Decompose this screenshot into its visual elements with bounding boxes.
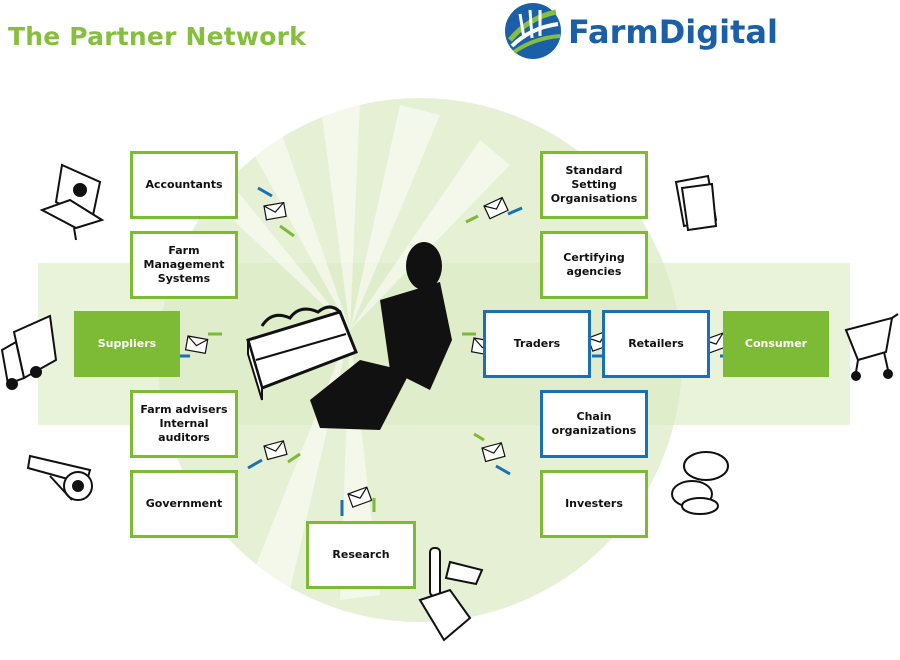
envelope-icon [483, 196, 509, 220]
envelope-icons [184, 196, 729, 508]
farmer-with-crate-icon [246, 242, 452, 430]
node-label: Chain organizations [551, 410, 637, 437]
node-chain-organizations: Chain organizations [540, 390, 648, 458]
logo-wordmark: FarmDigital [568, 13, 778, 51]
node-certifying-agencies: Certifying agencies [540, 231, 648, 299]
logo-part-farm: Farm [568, 13, 659, 51]
laptop-icon [39, 163, 105, 241]
envelope-icon [481, 442, 506, 463]
node-label: Farm Management Systems [143, 244, 225, 285]
node-farm-management-systems: Farm Management Systems [130, 231, 238, 299]
truck-icon [0, 314, 58, 390]
node-label: Certifying agencies [563, 251, 625, 278]
node-label: Consumer [744, 337, 808, 351]
node-label: Research [332, 548, 390, 562]
test-tube-hand-icon [418, 547, 484, 642]
cannon-icon [26, 454, 93, 501]
node-label: Retailers [628, 337, 684, 351]
node-accountants: Accountants [130, 151, 238, 219]
logo-part-digital: Digital [658, 13, 778, 51]
node-investers: Investers [540, 470, 648, 538]
node-label: Traders [513, 337, 561, 351]
node-standard-setting-organisations: Standard Setting Organisations [540, 151, 648, 219]
node-label: Suppliers [97, 337, 157, 351]
node-consumer: Consumer [723, 311, 829, 377]
envelope-icon [347, 486, 373, 508]
node-label: Farm advisers Internal auditors [140, 403, 228, 444]
shopping-cart-icon [844, 313, 899, 381]
node-label: Investers [565, 497, 623, 511]
sun-rays [180, 100, 510, 600]
node-research: Research [306, 521, 416, 589]
envelope-icon [263, 440, 288, 461]
page-title: The Partner Network [8, 22, 306, 51]
node-suppliers: Suppliers [74, 311, 180, 377]
envelope-icon [263, 201, 287, 221]
node-retailers: Retailers [602, 310, 710, 378]
node-label: Government [145, 497, 223, 511]
node-traders: Traders [483, 310, 591, 378]
farmdigital-logo-icon [505, 3, 561, 59]
paper-stack-icon [674, 174, 718, 232]
farmdigital-logo: FarmDigital [500, 0, 790, 62]
envelope-icon [184, 335, 209, 354]
node-government: Government [130, 470, 238, 538]
node-label: Standard Setting Organisations [550, 164, 638, 205]
node-label: Accountants [145, 178, 223, 192]
coins-icon [671, 451, 729, 515]
node-farm-advisers: Farm advisers Internal auditors [130, 390, 238, 458]
